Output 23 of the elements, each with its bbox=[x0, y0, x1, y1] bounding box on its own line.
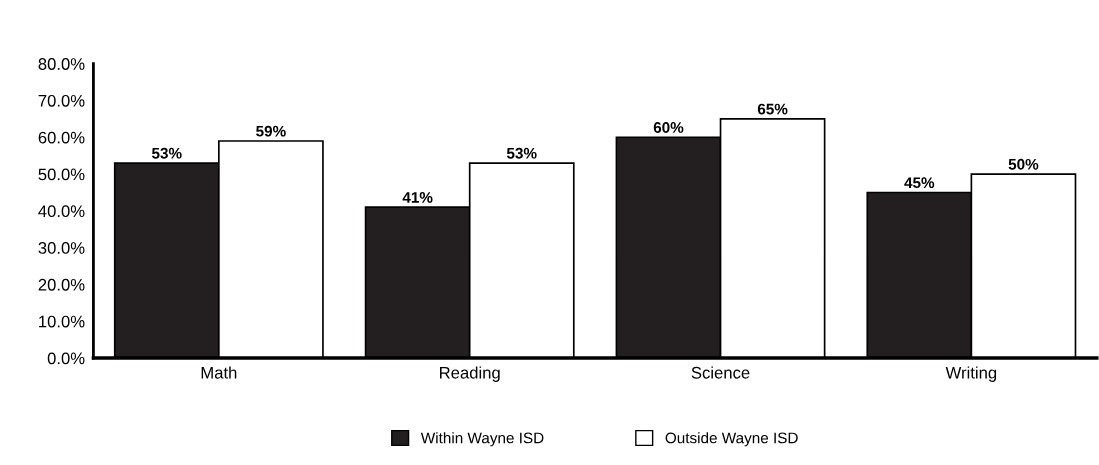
legend-label: Within Wayne ISD bbox=[420, 432, 544, 447]
data-label: 41% bbox=[402, 192, 433, 203]
y-tick-label: 70.0% bbox=[38, 94, 85, 107]
y-tick-label: 0.0% bbox=[47, 352, 85, 365]
y-tick-label: 60.0% bbox=[38, 131, 85, 144]
y-tick-label: 10.0% bbox=[39, 315, 85, 328]
data-label: 45% bbox=[904, 177, 935, 189]
data-label: 59% bbox=[256, 125, 286, 137]
legend-label: Outside Wayne ISD bbox=[665, 432, 798, 447]
data-label: 53% bbox=[151, 147, 182, 159]
data-label: 65% bbox=[757, 103, 788, 115]
data-label: 53% bbox=[506, 147, 537, 159]
data-label: 50% bbox=[1008, 158, 1039, 170]
y-tick-label: 20.0% bbox=[38, 278, 85, 291]
x-tick-label: Reading bbox=[440, 366, 500, 382]
y-tick-label: 80.0% bbox=[38, 58, 85, 70]
data-label: 60% bbox=[653, 122, 684, 133]
x-tick-label: Science bbox=[691, 366, 750, 379]
x-tick-label: Math bbox=[201, 366, 237, 379]
x-tick-label: Writing bbox=[945, 366, 997, 382]
y-tick-label: 50.0% bbox=[38, 168, 85, 181]
y-tick-label: 40.0% bbox=[38, 205, 85, 218]
y-tick-label: 30.0% bbox=[38, 242, 85, 254]
